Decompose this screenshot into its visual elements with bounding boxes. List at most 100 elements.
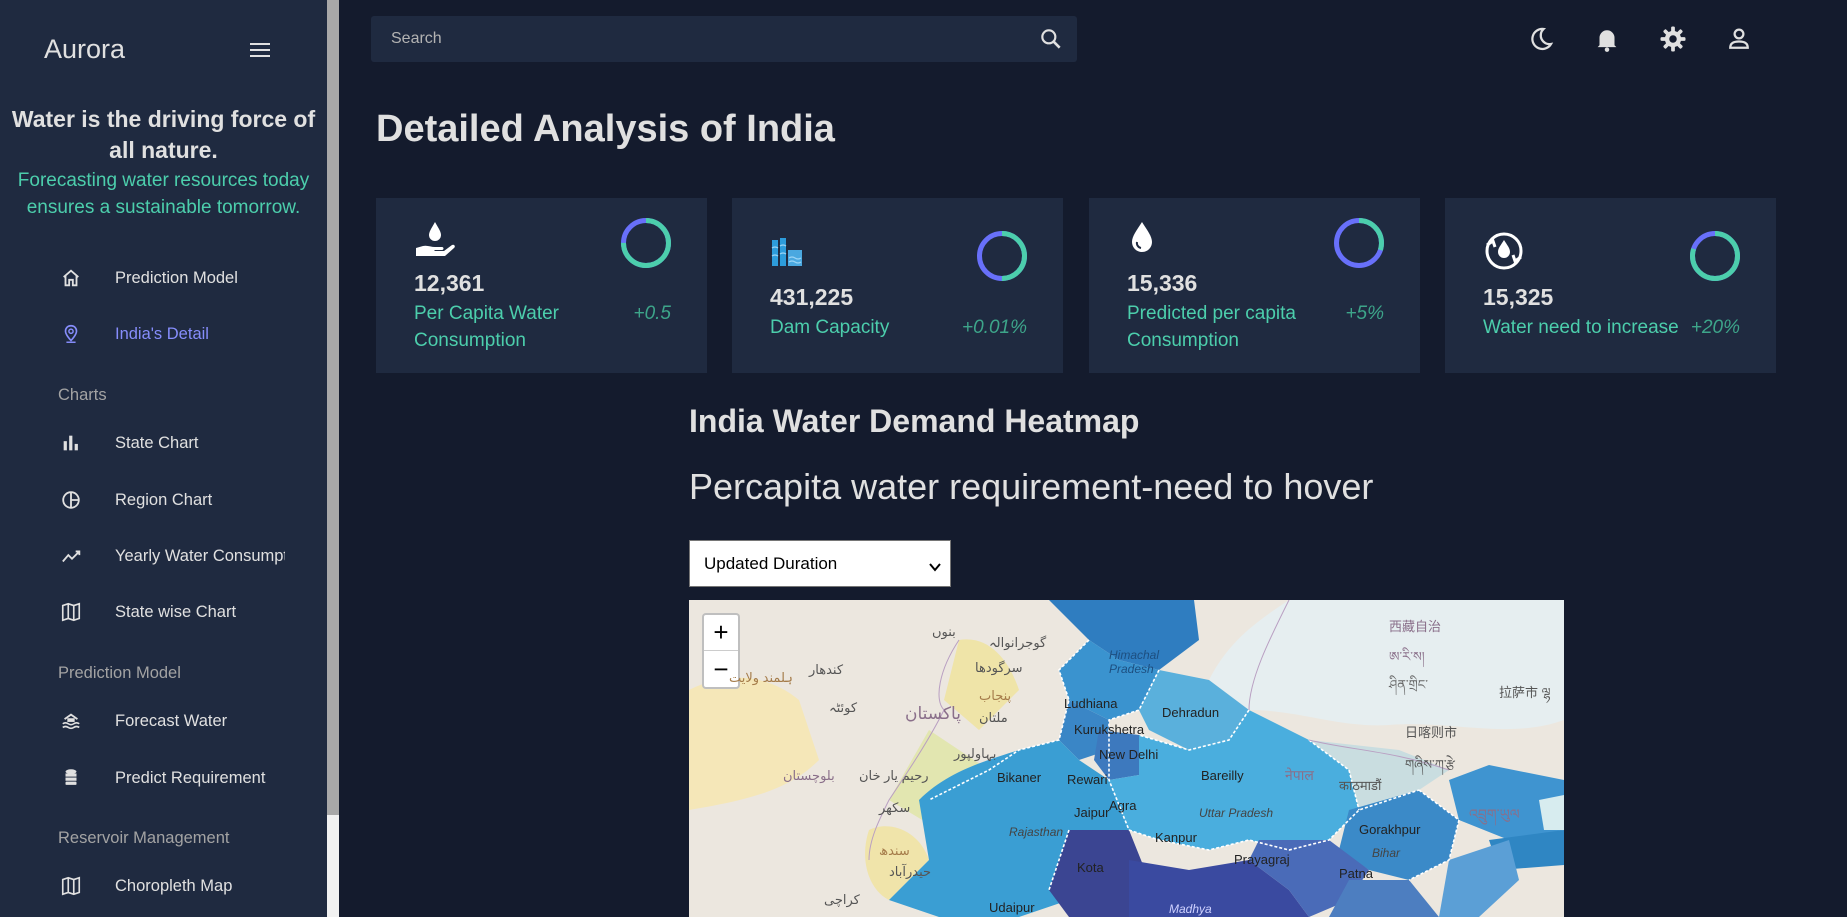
- map-label: سکھر: [879, 800, 911, 815]
- stat-card-per-capita: 12,361 Per Capita Water Consumption +0.5: [376, 198, 707, 373]
- map-label: Uttar Pradesh: [1199, 806, 1274, 820]
- moon-icon[interactable]: [1526, 24, 1556, 54]
- bell-icon[interactable]: [1592, 24, 1622, 54]
- stat-increase: +20%: [1690, 317, 1740, 338]
- home-icon: [60, 266, 100, 290]
- map-label: काठमाडौं: [1339, 778, 1382, 793]
- sidebar-item-predict-requirement[interactable]: Predict Requirement: [60, 758, 320, 798]
- sidebar-item-prediction-model[interactable]: Prediction Model: [60, 258, 320, 298]
- zoom-in-button[interactable]: +: [704, 615, 738, 651]
- map-label: حیدرآباد: [889, 864, 932, 879]
- stat-card-dam-capacity: 431,225 Dam Capacity +0.01%: [732, 198, 1063, 373]
- map-label: Agra: [1109, 798, 1137, 813]
- hamburger-icon: [250, 43, 270, 45]
- map-label: Bareilly: [1201, 768, 1244, 783]
- map-label: Patna: [1339, 866, 1373, 881]
- map-label: 西藏自治: [1389, 619, 1442, 634]
- search-input[interactable]: [371, 16, 1021, 62]
- progress-ring: [977, 231, 1027, 281]
- page-title: Detailed Analysis of India: [376, 108, 835, 150]
- map-label: ملتان: [979, 710, 1008, 725]
- map-label: بہاولپور: [954, 746, 997, 761]
- gear-icon[interactable]: [1658, 24, 1688, 54]
- map-label: پاکستان: [905, 704, 961, 723]
- progress-ring: [1334, 218, 1384, 268]
- sidebar-item-label: State Chart: [115, 433, 199, 452]
- sidebar-header: Aurora: [0, 30, 327, 70]
- map-label: Rajasthan: [1009, 825, 1064, 839]
- chevron-down-icon: [928, 558, 942, 578]
- map-label: بنوں: [932, 624, 956, 639]
- map-label: کوئٹہ: [829, 700, 858, 715]
- map-label: གཞིས་ཀ་རྩེ: [1405, 757, 1455, 772]
- pie-chart-icon: [60, 488, 100, 512]
- sidebar-item-label: Predict Requirement: [115, 768, 266, 787]
- brand-title: Aurora: [44, 34, 126, 64]
- sidebar: Aurora Water is the driving force of all…: [0, 0, 327, 917]
- map-label: کندھار: [809, 662, 844, 677]
- stat-label: Water need to increase: [1483, 317, 1679, 338]
- location-pin-icon: [60, 322, 100, 346]
- zoom-out-button[interactable]: −: [713, 653, 729, 684]
- sidebar-item-indias-detail[interactable]: India's Detail: [60, 314, 320, 354]
- sidebar-item-state-chart[interactable]: State Chart: [60, 423, 320, 463]
- duration-selected-value: Updated Duration: [704, 553, 838, 573]
- map-label: Himachal Pradesh: [1109, 648, 1160, 676]
- map-label: گوجرانوالہ: [989, 635, 1047, 650]
- duration-select[interactable]: Updated Duration: [689, 540, 951, 587]
- sidebar-item-label: Region Chart: [115, 490, 213, 509]
- stat-value: 12,361: [414, 270, 485, 296]
- map-label: Udaipur: [989, 900, 1035, 915]
- sidebar-item-label: Forecast Water: [115, 711, 228, 730]
- bar-chart-icon: [60, 431, 100, 455]
- database-icon: [60, 766, 100, 790]
- map-label: Kanpur: [1155, 830, 1197, 845]
- sidebar-item-forecast-water[interactable]: Forecast Water: [60, 701, 320, 741]
- sidebar-item-label: India's Detail: [115, 324, 209, 343]
- india-heatmap[interactable]: + − 西藏自治 ཨ་རི་ས། ཤིན་གྲིང་ 拉萨市 ལྷ 日喀则市 ག…: [689, 600, 1564, 917]
- sidebar-item-yearly-water-consumption[interactable]: Yearly Water Consumption: [60, 536, 320, 576]
- tagline-heading: Water is the driving force of all nature…: [11, 106, 316, 163]
- map-label: Madhya: [1169, 902, 1212, 916]
- map-label: Jaipur: [1074, 805, 1110, 820]
- map-label: سرگودھا: [975, 660, 1023, 675]
- stat-increase: +5%: [1345, 303, 1384, 324]
- sidebar-item-region-chart[interactable]: Region Chart: [60, 480, 320, 520]
- stat-increase: +0.01%: [962, 317, 1027, 338]
- stat-label: Dam Capacity: [770, 317, 890, 338]
- water-hand-icon: [414, 220, 456, 263]
- recycle-water-icon: [1483, 231, 1525, 276]
- map-tiles: [689, 600, 1564, 917]
- map-label: नेपाल: [1285, 767, 1314, 783]
- stat-value: 15,325: [1483, 284, 1554, 310]
- map-label: Ludhiana: [1064, 696, 1118, 711]
- search-icon[interactable]: [1038, 26, 1064, 52]
- scrollbar-thumb[interactable]: [327, 0, 339, 815]
- map-label: Dehradun: [1162, 705, 1220, 720]
- sidebar-item-state-wise-chart[interactable]: State wise Chart: [60, 592, 320, 632]
- sidebar-item-label: Choropleth Map: [115, 876, 233, 895]
- progress-ring: [621, 218, 671, 268]
- menu-toggle-button[interactable]: [246, 38, 274, 62]
- sidebar-item-choropleth-map[interactable]: Choropleth Map: [60, 866, 320, 906]
- map-label: འབྲུག་ཡུལ: [1469, 806, 1520, 822]
- map-label: Kurukshetra: [1074, 722, 1145, 737]
- stat-label: Per Capita Water Consumption: [414, 303, 560, 351]
- map-icon: [60, 600, 100, 624]
- flood-icon: [60, 709, 100, 733]
- map-label: سندھ: [879, 843, 910, 858]
- sidebar-item-label: State wise Chart: [115, 602, 237, 621]
- person-icon[interactable]: [1724, 24, 1754, 54]
- stat-card-water-need: 15,325 Water need to increase +20%: [1445, 198, 1776, 373]
- stat-card-predicted-per-capita: 15,336 Predicted per capita Consumption …: [1089, 198, 1420, 373]
- dam-icon: [770, 236, 804, 273]
- map-label: Gorakhpur: [1359, 822, 1421, 837]
- nav-heading-prediction: Prediction Model: [58, 664, 181, 682]
- map-label: بلوچستان: [783, 768, 835, 783]
- progress-ring: [1690, 231, 1740, 281]
- sidebar-scrollbar[interactable]: [327, 0, 339, 917]
- stat-increase: +0.5: [633, 303, 671, 324]
- heatmap-subtitle: Percapita water requirement-need to hove…: [689, 466, 1374, 507]
- map-label: رحیم یار خان: [859, 768, 929, 783]
- map-label: 日喀则市: [1405, 725, 1458, 740]
